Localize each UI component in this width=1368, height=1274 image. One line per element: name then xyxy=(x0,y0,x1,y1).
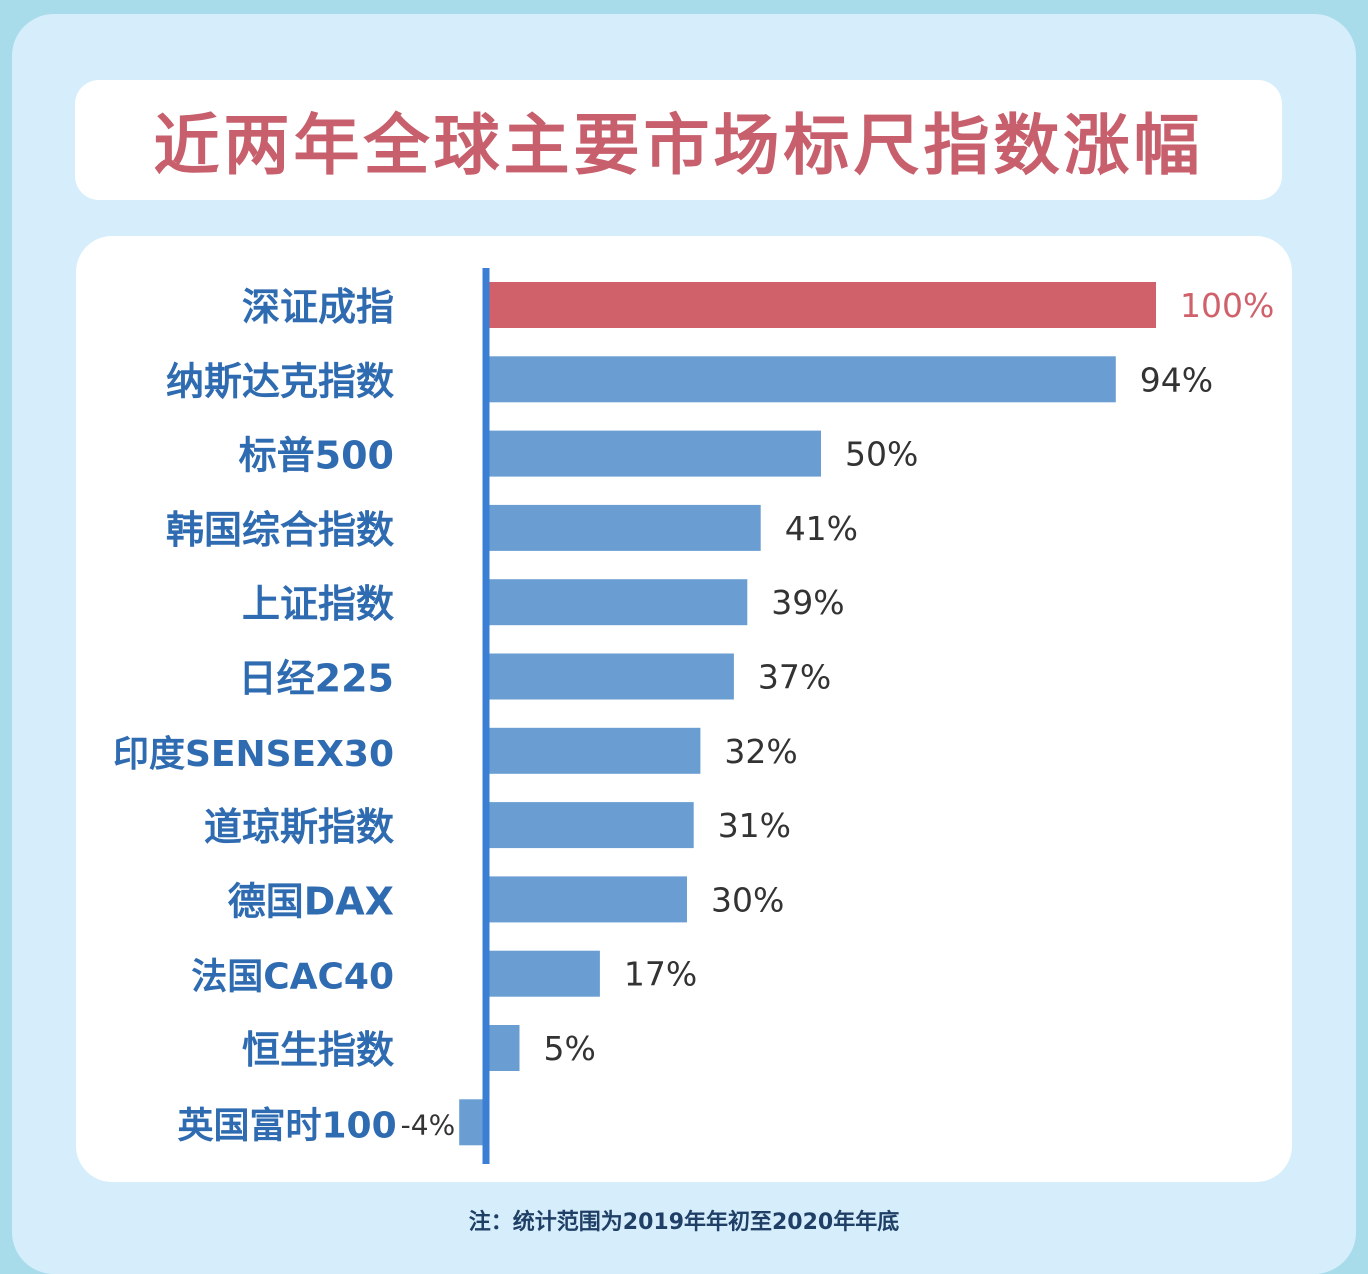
footnote: 注：统计范围为2019年年初至2020年年底 xyxy=(468,1210,900,1235)
category-label-10: 恒生指数 xyxy=(242,1028,394,1072)
bar-0 xyxy=(486,282,1156,328)
page-title: 近两年全球主要市场标尺指数涨幅 xyxy=(153,107,1204,184)
value-label-4: 39% xyxy=(771,583,844,622)
bar-5 xyxy=(486,653,734,700)
bar-10 xyxy=(486,1025,520,1071)
bar-11 xyxy=(459,1099,486,1146)
bar-6 xyxy=(486,727,701,774)
value-label-1: 94% xyxy=(1140,360,1213,399)
category-label-3: 韩国综合指数 xyxy=(166,508,394,552)
category-label-11: 英国富时100 xyxy=(178,1104,397,1146)
value-label-10: 5% xyxy=(544,1029,596,1068)
value-label-6: 32% xyxy=(724,732,797,771)
bar-3 xyxy=(486,504,761,551)
category-label-2: 标普500 xyxy=(239,434,394,478)
category-label-5: 日经225 xyxy=(239,657,394,701)
category-label-9: 法国CAC40 xyxy=(191,957,394,998)
value-label-8: 30% xyxy=(711,880,784,919)
category-label-4: 上证指数 xyxy=(242,582,394,626)
category-label-1: 纳斯达克指数 xyxy=(166,359,394,403)
bar-2 xyxy=(486,430,821,477)
title-panel: 近两年全球主要市场标尺指数涨幅 xyxy=(75,80,1282,200)
value-label-0: 100% xyxy=(1180,286,1274,325)
value-label-3: 41% xyxy=(785,509,858,548)
category-label-8: 德国DAX xyxy=(228,879,394,923)
value-label-2: 50% xyxy=(845,435,918,474)
bar-4 xyxy=(486,579,748,626)
bar-1 xyxy=(486,356,1116,403)
chart-panel: 深证成指 100% 纳斯达克指数 94% 标普500 50% 韩国综合指数 41% 上证指数 39… xyxy=(76,236,1292,1182)
value-label-11: -4% xyxy=(401,1108,456,1141)
bar-chart: 深证成指 100% 纳斯达克指数 94% 标普500 50% 韩国综合指数 41% 上证指数 39… xyxy=(113,268,1274,1164)
category-label-7: 道琼斯指数 xyxy=(204,805,394,849)
bar-8 xyxy=(486,876,687,923)
value-label-7: 31% xyxy=(718,806,791,845)
category-label-6: 印度SENSEX30 xyxy=(113,734,394,775)
value-label-9: 17% xyxy=(624,955,697,994)
category-label-0: 深证成指 xyxy=(242,285,394,329)
bar-7 xyxy=(486,802,694,849)
value-label-5: 37% xyxy=(758,658,831,697)
bar-9 xyxy=(486,950,600,997)
